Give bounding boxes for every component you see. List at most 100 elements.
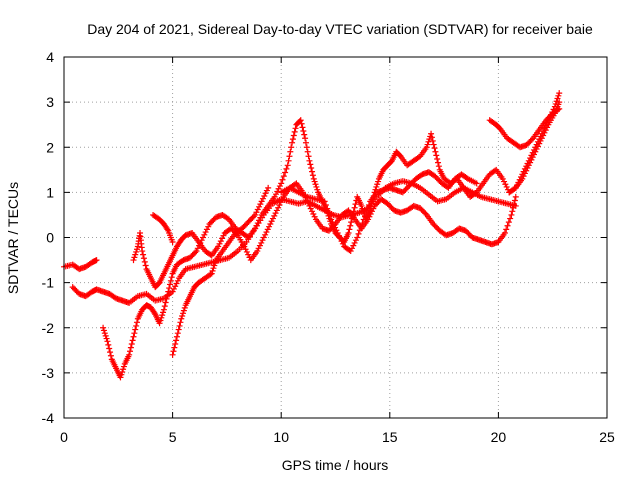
- data-point: [421, 209, 428, 216]
- data-point: [309, 168, 316, 175]
- data-point: [523, 141, 530, 148]
- data-point: [431, 222, 438, 229]
- data-point: [268, 218, 275, 225]
- data-point: [255, 245, 262, 252]
- data-point: [179, 257, 186, 264]
- data-point: [177, 319, 184, 326]
- data-point: [521, 170, 528, 177]
- data-point: [258, 239, 265, 246]
- data-point: [254, 248, 261, 255]
- data-point: [410, 178, 417, 185]
- data-point: [433, 174, 440, 181]
- data-point: [375, 178, 382, 185]
- data-point: [207, 219, 214, 226]
- data-point: [434, 155, 441, 162]
- data-point: [505, 219, 512, 226]
- data-point: [141, 258, 148, 265]
- data-point: [243, 248, 250, 255]
- data-point: [217, 238, 224, 245]
- data-point: [291, 128, 298, 135]
- data-point: [501, 229, 508, 236]
- data-point: [170, 348, 177, 355]
- data-point: [189, 252, 196, 259]
- data-point: [524, 165, 531, 172]
- series-track-a: [61, 257, 100, 273]
- data-point: [271, 212, 278, 219]
- data-point: [298, 120, 305, 127]
- data-point: [159, 312, 166, 319]
- data-point: [554, 95, 561, 102]
- data-point: [520, 173, 527, 180]
- data-point: [211, 262, 218, 269]
- data-point: [424, 141, 431, 148]
- data-point: [276, 202, 283, 209]
- x-axis-label: GPS time / hours: [282, 457, 389, 473]
- data-point: [355, 230, 362, 237]
- data-point: [368, 208, 375, 215]
- data-point: [207, 251, 214, 258]
- x-tick-label: 20: [491, 429, 507, 445]
- data-point: [350, 208, 357, 215]
- data-point: [173, 337, 180, 344]
- data-point: [374, 181, 381, 188]
- data-point: [164, 226, 171, 233]
- data-point: [70, 285, 77, 292]
- data-point: [385, 202, 392, 209]
- data-point: [388, 204, 395, 211]
- data-point: [205, 223, 212, 230]
- data-point: [423, 144, 430, 151]
- data-point: [464, 229, 471, 236]
- data-point: [158, 314, 165, 321]
- data-point: [133, 248, 140, 255]
- data-point: [73, 288, 80, 295]
- data-point: [463, 174, 470, 181]
- data-point: [170, 285, 177, 292]
- data-point: [309, 172, 316, 179]
- axis-ticks: 0 5 10 15 20 25 -4 -3 -2 -1 0 1 2 3 4: [42, 49, 615, 445]
- data-point: [425, 138, 432, 145]
- data-point: [540, 132, 547, 139]
- data-point: [102, 332, 109, 339]
- data-point: [533, 146, 540, 153]
- data-point: [133, 322, 140, 329]
- data-point: [432, 173, 439, 180]
- data-point: [330, 221, 337, 228]
- data-point: [351, 239, 358, 246]
- data-point: [224, 215, 231, 222]
- data-point: [329, 219, 336, 226]
- data-point: [310, 211, 317, 218]
- data-point: [261, 192, 268, 199]
- data-point: [215, 243, 222, 250]
- data-point: [173, 333, 180, 340]
- data-point: [264, 226, 271, 233]
- data-point: [176, 322, 183, 329]
- data-point: [344, 208, 351, 215]
- data-point: [356, 227, 363, 234]
- data-point: [263, 229, 270, 236]
- data-point: [444, 183, 451, 190]
- data-point: [127, 348, 134, 355]
- data-point: [286, 153, 293, 160]
- data-point: [430, 141, 437, 148]
- data-point: [248, 215, 255, 222]
- data-point: [503, 226, 510, 233]
- data-point: [289, 139, 296, 146]
- data-point: [435, 163, 442, 170]
- data-point: [527, 159, 534, 166]
- data-point: [371, 202, 378, 209]
- data-point: [491, 167, 498, 174]
- data-point: [245, 251, 252, 258]
- data-point: [278, 180, 285, 187]
- data-point: [273, 207, 280, 214]
- data-point: [252, 211, 259, 218]
- chart-title: Day 204 of 2021, Sidereal Day-to-day VTE…: [87, 21, 593, 37]
- data-point: [107, 349, 114, 356]
- data-point: [406, 182, 413, 189]
- data-point: [462, 227, 469, 234]
- data-point: [347, 248, 354, 255]
- data-point: [536, 140, 543, 147]
- data-point: [510, 204, 517, 211]
- data-point: [432, 148, 439, 155]
- data-point: [501, 178, 508, 185]
